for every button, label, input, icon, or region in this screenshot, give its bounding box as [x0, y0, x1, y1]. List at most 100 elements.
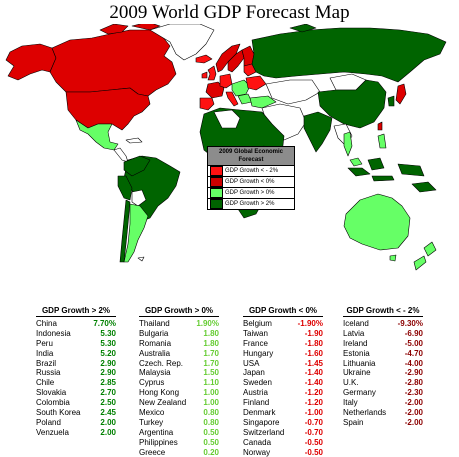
table-row: Germany -2.30 — [343, 388, 423, 398]
growth-value: -0.50 — [304, 447, 323, 457]
table-row: Czech. Rep. 1.70 — [139, 359, 219, 369]
country-name: Denmark — [243, 408, 276, 418]
table-row: Lithuania -4.00 — [343, 359, 423, 369]
growth-value: 1.80 — [203, 328, 219, 338]
table-row: Belgium -1.90% — [243, 319, 323, 329]
country-name: Japan — [243, 368, 265, 378]
growth-value: 0.50 — [203, 427, 219, 437]
growth-value: -2.30 — [404, 388, 423, 398]
country-name: Ireland — [343, 338, 368, 348]
growth-value: -1.40 — [304, 378, 323, 388]
region-indonesia — [367, 157, 385, 171]
region-balkans — [237, 93, 253, 105]
country-name: Chile — [36, 378, 55, 388]
table-row: Cyprus 1.10 — [139, 378, 219, 388]
legend-item: GDP Growth < 0% — [208, 177, 294, 188]
country-name: Mexico — [139, 408, 165, 418]
region-caribbean — [125, 137, 143, 144]
country-name: Spain — [343, 417, 364, 427]
table-header: GDP Growth > 0% — [139, 306, 219, 317]
country-name: China — [36, 319, 57, 328]
region-taiwan — [377, 121, 383, 131]
country-name: Italy — [343, 398, 358, 408]
growth-value: -1.90 — [304, 328, 323, 338]
table-row: Denmark -1.00 — [243, 408, 323, 418]
region-eastern-europe — [231, 79, 251, 97]
region-china — [317, 79, 387, 129]
country-name: France — [243, 338, 268, 348]
growth-value: -4.70 — [404, 348, 423, 358]
country-name: Sweden — [243, 378, 272, 388]
growth-value: 1.00 — [203, 388, 219, 398]
growth-value: -1.60 — [304, 348, 323, 358]
table-row: Russia 2.90 — [36, 368, 116, 378]
region-italy — [225, 91, 239, 107]
legend-label: GDP Growth > 2% — [225, 201, 275, 207]
table-row: India 5.20 — [36, 349, 116, 359]
table-row: Norway -0.50 — [243, 448, 323, 457]
growth-value: -9.30% — [397, 319, 423, 328]
growth-value: -4.00 — [404, 358, 423, 368]
table-row: Finland -1.20 — [243, 398, 323, 408]
region-peru — [117, 175, 133, 201]
growth-value: 2.90 — [100, 358, 116, 368]
region-arctic-islands — [99, 24, 129, 35]
region-iceland — [195, 54, 213, 64]
country-name: Singapore — [243, 417, 280, 427]
country-name: Bulgaria — [139, 328, 169, 338]
table-row: Poland 2.00 — [36, 418, 116, 428]
table-row: USA -1.45 — [243, 359, 323, 369]
region-indonesia — [397, 163, 425, 177]
country-name: Malaysia — [139, 368, 171, 378]
country-name: Indonesia — [36, 328, 71, 338]
region-arctic-islands — [289, 24, 317, 33]
table-row: Taiwan -1.90 — [243, 329, 323, 339]
region-germany — [219, 73, 233, 89]
country-name: U.K. — [343, 378, 359, 388]
growth-value: 0.50 — [203, 437, 219, 447]
region-turkey — [249, 95, 277, 109]
table-row: Peru 5.30 — [36, 339, 116, 349]
table-row: Turkey 0.80 — [139, 418, 219, 428]
table-row: Estonia -4.70 — [343, 349, 423, 359]
growth-value: 1.70 — [203, 358, 219, 368]
region-uk — [207, 65, 217, 81]
table-row: Bulgaria 1.80 — [139, 329, 219, 339]
legend-label: GDP Growth < - 2% — [225, 168, 279, 174]
growth-value: 0.20 — [203, 447, 219, 457]
table-row: Ukraine -2.90 — [343, 368, 423, 378]
table-row: Ireland -5.00 — [343, 339, 423, 349]
country-name: Taiwan — [243, 328, 268, 338]
country-name: Colombia — [36, 398, 70, 408]
growth-value: 2.70 — [100, 388, 116, 398]
growth-value: 2.50 — [100, 398, 116, 408]
table-gdp-gt-0: GDP Growth > 0% Thailand 1.90% Bulgaria 1.80… — [139, 306, 219, 457]
table-row: Indonesia 5.30 — [36, 329, 116, 339]
growth-value: 1.90% — [196, 319, 219, 328]
table-row: Sweden -1.40 — [243, 378, 323, 388]
table-row: Chile 2.85 — [36, 378, 116, 388]
country-name: India — [36, 348, 54, 358]
region-thailand — [343, 131, 353, 157]
region-kazakhstan — [265, 79, 321, 105]
table-row: Italy -2.00 — [343, 398, 423, 408]
country-name: Turkey — [139, 417, 164, 427]
table-row: Canada -0.50 — [243, 438, 323, 448]
table-row: Romania 1.80 — [139, 339, 219, 349]
country-name: South Korea — [36, 408, 81, 418]
growth-value: 1.00 — [203, 398, 219, 408]
growth-value: -0.70 — [304, 427, 323, 437]
growth-value: -0.70 — [304, 417, 323, 427]
table-row: Slovakia 2.70 — [36, 388, 116, 398]
region-bolivia — [131, 189, 147, 207]
country-name: Austria — [243, 388, 268, 398]
legend-swatch — [210, 188, 223, 198]
country-name: Cyprus — [139, 378, 165, 388]
legend-label: GDP Growth > 0% — [225, 190, 275, 196]
table-row: Iceland -9.30% — [343, 319, 423, 329]
country-name: Peru — [36, 338, 53, 348]
growth-value: 1.70 — [203, 348, 219, 358]
country-name: Philippines — [139, 437, 178, 447]
legend-title: 2009 Global Economic Forecast — [208, 147, 294, 166]
table-row: Greece 0.20 — [139, 448, 219, 457]
